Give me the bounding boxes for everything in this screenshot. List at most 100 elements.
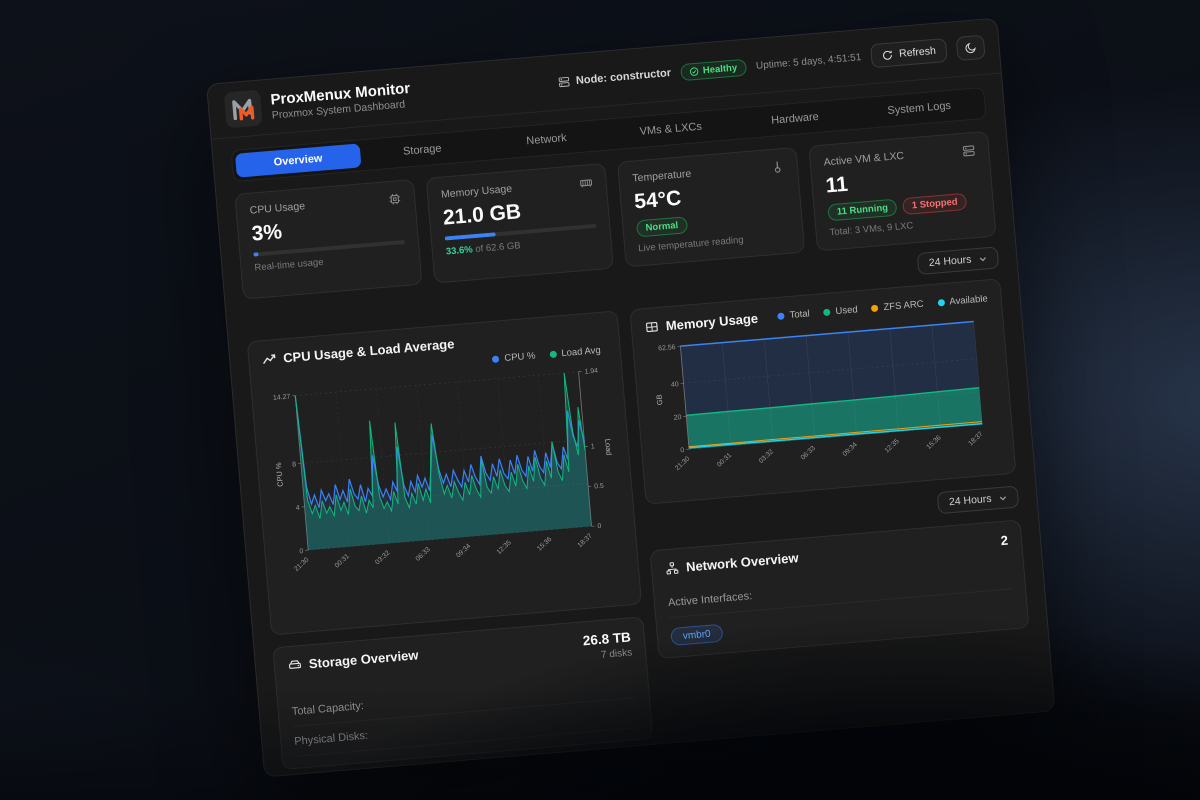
svg-text:15:36: 15:36: [536, 536, 553, 553]
theme-toggle-button[interactable]: [955, 34, 986, 62]
svg-text:15:36: 15:36: [925, 434, 942, 451]
timerange-select-primary[interactable]: 24 Hours: [917, 246, 1000, 276]
svg-text:12:35: 12:35: [884, 438, 901, 455]
tab-overview[interactable]: Overview: [234, 143, 362, 178]
legend-item-used: Used: [823, 304, 858, 318]
cpu-usage-label: CPU Usage: [249, 200, 306, 217]
tab-vms-lxcs[interactable]: VMs & LXCs: [639, 120, 703, 138]
timerange-select-secondary[interactable]: 24 Hours: [937, 485, 1020, 515]
svg-text:03:32: 03:32: [374, 549, 391, 566]
svg-text:18:37: 18:37: [577, 532, 594, 549]
chevron-down-icon: [979, 256, 986, 261]
svg-text:0: 0: [597, 523, 602, 530]
hard-drive-icon: [288, 659, 301, 669]
check-circle-icon: [690, 66, 699, 76]
health-badge: Healthy: [680, 58, 747, 81]
svg-text:12:35: 12:35: [496, 539, 513, 556]
node-selector: Node: constructor: [558, 67, 671, 88]
svg-text:06:33: 06:33: [415, 546, 432, 563]
svg-text:00:31: 00:31: [716, 452, 733, 469]
memory-grid-icon: [645, 321, 658, 333]
vm-running-badge: 11 Running: [827, 198, 898, 222]
legend-item-zfs-arc: ZFS ARC: [871, 299, 924, 314]
legend-item-total: Total: [777, 308, 810, 322]
memory-usage-card: Memory Usage 21.0 GB 33.6% of 62.6 GB: [425, 162, 614, 284]
network-interface-count: 2: [1000, 532, 1009, 549]
network-title-row: Network Overview: [665, 550, 800, 576]
svg-text:18:37: 18:37: [967, 431, 984, 448]
dashboard-columns: CPU Usage & Load Average CPU % Load Avg …: [246, 278, 1036, 770]
memory-chart-card: Memory Usage Total Used ZFS ARC Availabl…: [629, 278, 1017, 505]
chevron-down-icon: [999, 495, 1006, 501]
svg-text:03:32: 03:32: [758, 448, 775, 465]
memory-usage-label: Memory Usage: [440, 182, 513, 201]
memory-chart-title: Memory Usage: [665, 310, 759, 334]
svg-text:4: 4: [296, 505, 301, 512]
svg-text:06:33: 06:33: [800, 445, 817, 462]
svg-text:0: 0: [299, 548, 304, 555]
proxmenux-logo-icon: [223, 89, 263, 129]
tab-network[interactable]: Network: [525, 132, 568, 148]
network-overview-card: Network Overview 2 Active Interfaces: vm…: [649, 519, 1030, 660]
svg-text:40: 40: [671, 381, 679, 389]
svg-text:1: 1: [591, 443, 596, 450]
tab-hardware[interactable]: Hardware: [770, 110, 820, 127]
cpu-load-chart-card: CPU Usage & Load Average CPU % Load Avg …: [246, 310, 643, 636]
temperature-card: Temperature 54°C Normal Live temperature…: [616, 146, 806, 268]
uptime-label: Uptime: 5 days, 4:51:51: [755, 51, 862, 72]
server-stack-icon: [962, 144, 976, 158]
svg-text:21:30: 21:30: [293, 556, 310, 573]
svg-text:09:34: 09:34: [455, 543, 472, 560]
trend-up-icon: [262, 353, 276, 364]
tab-storage[interactable]: Storage: [402, 142, 442, 158]
legend-item-cpu: CPU %: [492, 350, 536, 365]
refresh-icon: [883, 50, 893, 60]
thermometer-icon: [770, 160, 784, 174]
memory-chart: 21:30 00:31 03:32 06:33 09:34 12:35 15:36 18:37…: [655, 320, 985, 472]
topbar-controls: Node: constructor Healthy Uptime: 5 days…: [557, 34, 986, 95]
vm-stopped-badge: 1 Stopped: [902, 192, 968, 216]
right-column: Memory Usage Total Used ZFS ARC Availabl…: [629, 278, 1030, 660]
ram-icon: [579, 176, 593, 190]
storage-capacity-value: 26.8 TB: [582, 629, 632, 649]
svg-text:0.5: 0.5: [594, 483, 604, 491]
refresh-button[interactable]: Refresh: [870, 37, 948, 69]
svg-text:0: 0: [680, 447, 685, 454]
active-vm-lxc-card: Active VM & LXC 11 11 Running 1 Stopped …: [808, 130, 997, 252]
svg-text:20: 20: [673, 414, 681, 422]
brand-text: ProxMenux Monitor Proxmox System Dashboa…: [270, 80, 412, 121]
svg-text:Load: Load: [603, 438, 613, 455]
svg-text:09:34: 09:34: [842, 441, 859, 458]
storage-summary: 26.8 TB 7 disks: [582, 629, 632, 662]
active-vm-lxc-label: Active VM & LXC: [823, 149, 905, 169]
left-column: CPU Usage & Load Average CPU % Load Avg …: [246, 310, 654, 770]
dashboard-window: ProxMenux Monitor Proxmox System Dashboa…: [206, 17, 1056, 778]
storage-title-row: Storage Overview: [287, 647, 419, 673]
cpu-load-chart: 0 4 8 14.27 0 0.5 1 1.94 21:30 00:31 03:32 06:33 09:…: [273, 368, 614, 573]
cpu-usage-card: CPU Usage 3% Real-time usage: [234, 178, 423, 300]
storage-disks-value: 7 disks: [600, 646, 633, 661]
legend-item-available: Available: [937, 293, 988, 308]
svg-text:1.94: 1.94: [584, 368, 598, 376]
storage-overview-card: Storage Overview 26.8 TB 7 disks Total C…: [272, 615, 654, 770]
storage-title: Storage Overview: [308, 646, 419, 672]
network-title: Network Overview: [685, 550, 800, 575]
temperature-status-badge: Normal: [635, 216, 688, 238]
svg-text:62.56: 62.56: [658, 344, 676, 352]
svg-text:00:31: 00:31: [334, 553, 351, 570]
svg-text:21:30: 21:30: [674, 455, 691, 472]
svg-text:8: 8: [292, 461, 297, 468]
svg-text:14.27: 14.27: [273, 393, 291, 401]
temperature-label: Temperature: [631, 167, 692, 185]
interface-badge: vmbr0: [670, 623, 724, 647]
tab-system-logs[interactable]: System Logs: [887, 99, 952, 118]
brand: ProxMenux Monitor Proxmox System Dashboa…: [223, 77, 412, 129]
cpu-icon: [388, 192, 402, 206]
moon-icon: [965, 42, 976, 54]
svg-text:GB: GB: [655, 394, 665, 406]
memory-chart-title-row: Memory Usage: [644, 310, 759, 335]
network-icon: [666, 562, 679, 575]
svg-text:CPU %: CPU %: [274, 462, 285, 487]
server-icon: [558, 76, 570, 88]
